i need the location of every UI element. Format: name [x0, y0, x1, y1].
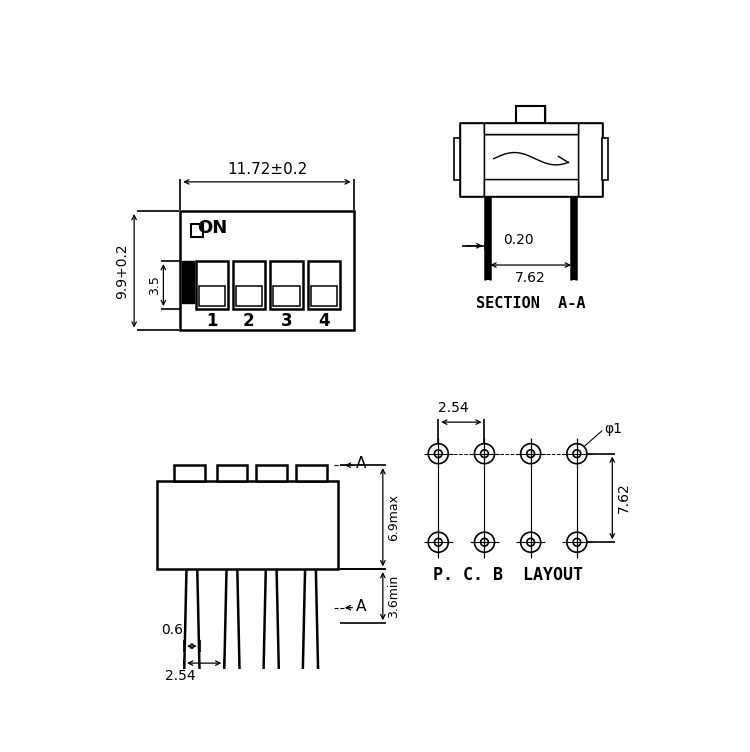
- Text: 3: 3: [280, 312, 292, 330]
- Bar: [516, 105, 545, 123]
- Text: φ1: φ1: [604, 422, 622, 436]
- Bar: [578, 123, 602, 196]
- Bar: [311, 286, 338, 306]
- Bar: [484, 134, 578, 179]
- Bar: [485, 196, 490, 280]
- Bar: [578, 123, 602, 196]
- Bar: [460, 123, 484, 196]
- Text: 7.62: 7.62: [515, 271, 546, 285]
- Bar: [454, 138, 460, 180]
- Bar: [196, 261, 228, 309]
- Bar: [217, 465, 248, 481]
- Bar: [602, 138, 608, 180]
- Bar: [256, 465, 286, 481]
- Text: 9.9+0.2: 9.9+0.2: [116, 243, 130, 299]
- Text: 3.6min: 3.6min: [388, 575, 400, 617]
- Bar: [232, 261, 265, 309]
- Bar: [274, 286, 300, 306]
- Text: SECTION  A-A: SECTION A-A: [476, 296, 586, 311]
- Bar: [296, 465, 327, 481]
- Text: 0.6: 0.6: [161, 623, 183, 637]
- Bar: [191, 224, 202, 237]
- Text: 6.9max: 6.9max: [388, 494, 400, 541]
- Bar: [182, 261, 194, 303]
- Text: 0.20: 0.20: [503, 232, 533, 247]
- Text: A: A: [356, 456, 367, 472]
- Bar: [199, 286, 225, 306]
- Bar: [174, 465, 205, 481]
- Text: 11.72±0.2: 11.72±0.2: [226, 162, 307, 177]
- Bar: [271, 261, 303, 309]
- Text: P. C. B  LAYOUT: P. C. B LAYOUT: [433, 566, 583, 584]
- Text: 1: 1: [206, 312, 218, 330]
- Bar: [572, 196, 577, 280]
- Bar: [158, 481, 338, 569]
- Bar: [484, 123, 578, 134]
- Text: 2.54: 2.54: [438, 401, 469, 415]
- Bar: [236, 286, 262, 306]
- Text: 2.54: 2.54: [165, 669, 196, 684]
- Text: 4: 4: [319, 312, 330, 330]
- Text: 2: 2: [243, 312, 255, 330]
- Bar: [460, 123, 602, 196]
- Text: 3.5: 3.5: [148, 275, 161, 295]
- Bar: [180, 211, 353, 330]
- Bar: [484, 179, 578, 196]
- Text: 7.62: 7.62: [617, 483, 631, 514]
- Bar: [460, 123, 484, 196]
- Text: A: A: [356, 599, 367, 614]
- Bar: [484, 179, 578, 196]
- Text: ON: ON: [197, 219, 227, 237]
- Bar: [484, 123, 578, 134]
- Bar: [516, 105, 545, 123]
- Bar: [308, 261, 340, 309]
